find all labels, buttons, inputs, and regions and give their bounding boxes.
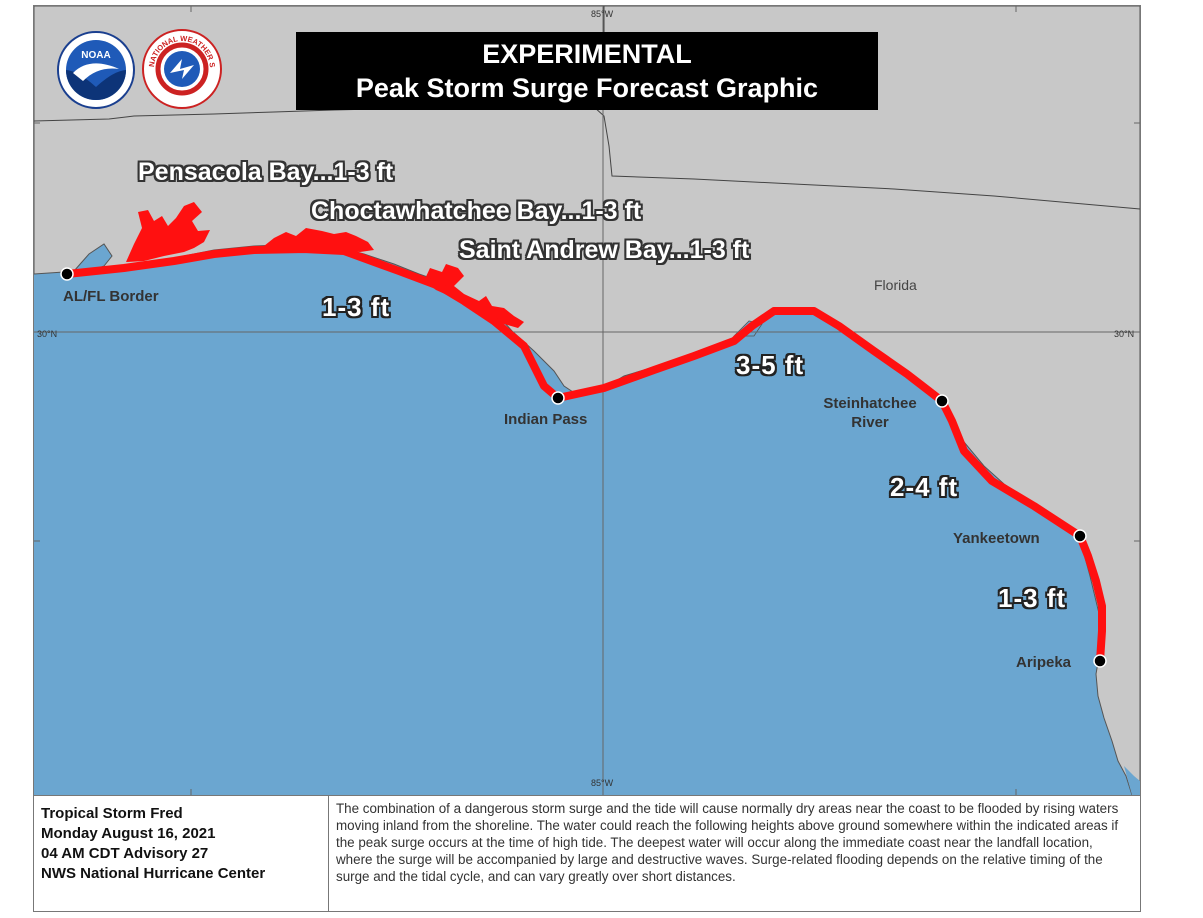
indian-pass-label: Indian Pass xyxy=(504,411,588,428)
surge-label-1-3-south: 1-3 ft xyxy=(998,583,1067,613)
bottom-lon-label: 85°W xyxy=(591,778,614,788)
aripeka-marker xyxy=(1093,654,1107,668)
surge-label-2-4: 2-4 ft xyxy=(890,472,959,502)
left-lat-label: 30°N xyxy=(37,329,58,339)
ga-fl-state-border xyxy=(593,106,1140,210)
footer-panel: Tropical Storm Fred Monday August 16, 20… xyxy=(34,795,1140,912)
choctawhatchee-bay-label: Choctawhatchee Bay...1-3 ft xyxy=(311,197,642,225)
nws-logo-icon: NATIONAL WEATHER SERVICE xyxy=(142,29,222,109)
coastal-water xyxy=(1124,766,1140,795)
steinhatchee-marker xyxy=(935,394,949,408)
advisory-number: 04 AM CDT Advisory 27 xyxy=(41,845,209,862)
map-area: 85°W 85°W 30°N 30°N NOAA NATIONAL WEAT xyxy=(34,6,1140,795)
surge-label-1-3-west: 1-3 ft xyxy=(322,292,391,322)
title-experimental: EXPERIMENTAL xyxy=(482,39,692,69)
steinhatchee-line1: Steinhatchee xyxy=(823,395,917,412)
title-main: Peak Storm Surge Forecast Graphic xyxy=(355,73,819,103)
steinhatchee-line2: River xyxy=(851,414,889,431)
pensacola-bay-surge xyxy=(126,202,210,262)
saint-andrew-bay-label: Saint Andrew Bay...1-3 ft xyxy=(459,236,750,264)
noaa-logo-icon: NOAA xyxy=(57,31,135,109)
steinhatchee-river-label: Steinhatchee River xyxy=(810,394,930,432)
storm-name: Tropical Storm Fred xyxy=(41,805,183,822)
aripeka-label: Aripeka xyxy=(1016,654,1072,671)
title-box: EXPERIMENTAL Peak Storm Surge Forecast G… xyxy=(296,32,878,110)
svg-text:NOAA: NOAA xyxy=(81,50,110,61)
advisory-date: Monday August 16, 2021 xyxy=(41,825,216,842)
surge-warning-line xyxy=(63,245,1106,665)
al-fl-border-marker xyxy=(60,267,74,281)
right-lat-label: 30°N xyxy=(1114,329,1135,339)
indian-pass-marker xyxy=(551,391,565,405)
yankeetown-label: Yankeetown xyxy=(953,530,1040,547)
surge-description: The combination of a dangerous storm sur… xyxy=(336,801,1119,884)
florida-label: Florida xyxy=(874,277,917,293)
al-fl-border-label: AL/FL Border xyxy=(63,288,159,305)
top-lon-label: 85°W xyxy=(591,9,614,19)
yankeetown-marker xyxy=(1073,529,1087,543)
issuing-center: NWS National Hurricane Center xyxy=(41,865,266,882)
pensacola-bay-label: Pensacola Bay...1-3 ft xyxy=(138,158,394,186)
forecast-graphic: 85°W 85°W 30°N 30°N NOAA NATIONAL WEAT xyxy=(33,5,1141,912)
saint-andrew-bay-surge xyxy=(424,264,524,328)
map-canvas xyxy=(34,6,1140,795)
advisory-info: Tropical Storm Fred Monday August 16, 20… xyxy=(34,796,329,912)
surge-label-3-5: 3-5 ft xyxy=(736,350,805,380)
